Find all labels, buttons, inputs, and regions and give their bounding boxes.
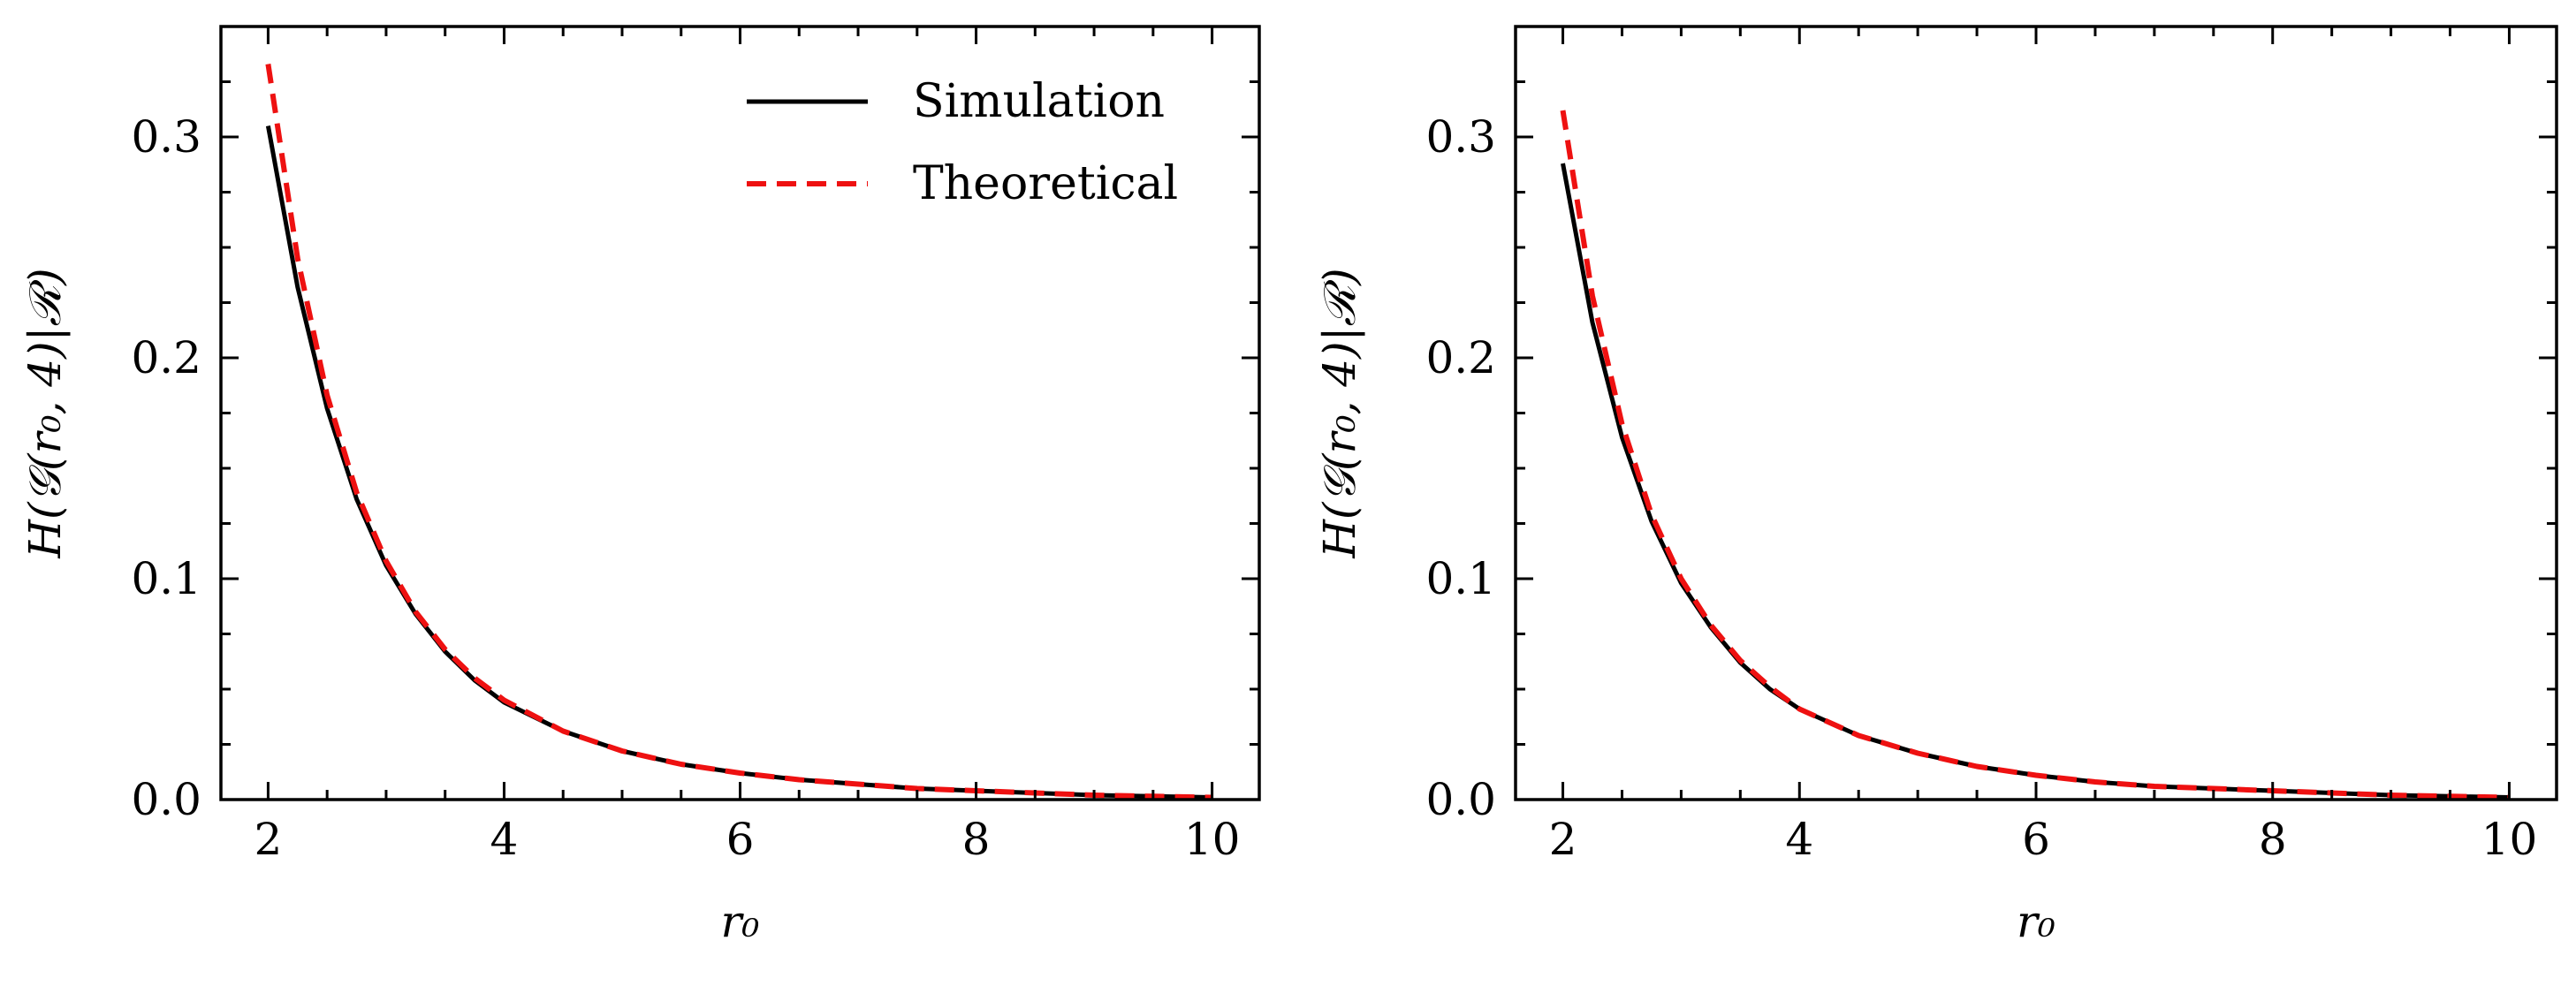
left-plot-x-tick-label: 4 [490, 814, 519, 865]
left-plot-ticks [221, 25, 1259, 801]
right-plot-series [1560, 110, 2510, 800]
left-plot-x-tick-label: 8 [962, 814, 991, 865]
left-plot-y-tick-label: 0.0 [131, 774, 201, 825]
left-plot-frame [219, 25, 1261, 801]
right-plot-y-tick-label: 0.1 [1425, 553, 1496, 604]
left-plot-simulation-line [265, 125, 1212, 800]
right-plot-tick-labels: 2 4 6 8 10 0.0 0.1 0.2 0.3 [1425, 111, 2537, 865]
right-plot-ticks [1516, 25, 2557, 801]
right-plot-x-tick-label: 6 [2022, 814, 2050, 865]
left-plot: 2 4 6 8 10 0.0 0.1 0.2 0.3 r₀ H(𝒢(r₀, 4)|ℛ) Simu… [19, 25, 1261, 947]
right-plot-theoretical-line [1560, 110, 2510, 800]
legend: Simulation Theoretical [747, 75, 1178, 210]
right-plot-frame [1514, 25, 2558, 801]
left-plot-tick-labels: 2 4 6 8 10 0.0 0.1 0.2 0.3 [131, 111, 1240, 865]
legend-theoretical-label: Theoretical [913, 157, 1178, 210]
right-plot-y-tick-label: 0.2 [1425, 332, 1496, 383]
right-plot-y-tick-label: 0.3 [1425, 111, 1496, 163]
left-plot-y-tick-label: 0.2 [131, 332, 201, 383]
right-plot-y-tick-label: 0.0 [1425, 774, 1496, 825]
left-plot-theoretical-line [265, 64, 1212, 800]
right-plot: 2 4 6 8 10 0.0 0.1 0.2 0.3 r₀ H(𝒢(r₀, 4)|ℛ) [1314, 25, 2558, 947]
left-plot-y-axis-label: H(𝒢(r₀, 4)|ℛ) [19, 268, 71, 558]
left-plot-x-tick-label: 10 [1184, 814, 1241, 865]
left-plot-series [265, 64, 1212, 800]
left-plot-x-axis-label: r₀ [721, 896, 760, 947]
right-plot-x-tick-label: 4 [1785, 814, 1813, 865]
right-plot-x-axis-label: r₀ [2017, 896, 2055, 947]
right-plot-x-tick-label: 2 [1549, 814, 1577, 865]
legend-simulation-label: Simulation [913, 75, 1165, 128]
left-plot-y-tick-label: 0.3 [131, 111, 201, 163]
left-plot-x-tick-label: 6 [726, 814, 755, 865]
right-plot-y-axis-label: H(𝒢(r₀, 4)|ℛ) [1314, 268, 1365, 558]
right-plot-x-tick-label: 8 [2259, 814, 2287, 865]
left-plot-y-tick-label: 0.1 [131, 553, 201, 604]
right-plot-x-tick-label: 10 [2481, 814, 2538, 865]
right-plot-simulation-line [1561, 163, 2510, 800]
left-plot-x-tick-label: 2 [255, 814, 283, 865]
